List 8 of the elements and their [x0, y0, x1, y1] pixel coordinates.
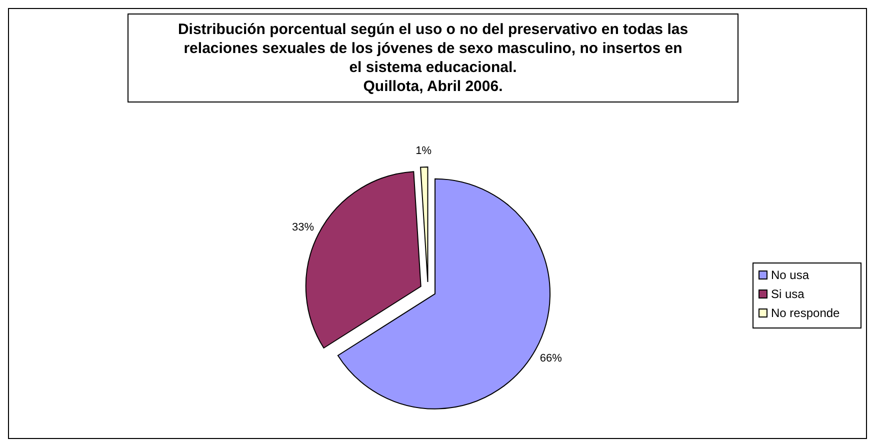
data-label: 33% — [292, 221, 314, 234]
legend-label: No usa — [771, 268, 810, 282]
data-label: 66% — [540, 352, 562, 365]
chart-subtitle: Quillota, Abril 2006. — [363, 78, 503, 95]
chart-title: Distribución porcentual según el uso o no del preservativo en todas las relaciones sexuales de los jóvenes de sexo masculino, no insertos en el sistema educacional. — [178, 21, 688, 76]
legend-label: No responde — [771, 306, 840, 320]
legend-label: Si usa — [771, 287, 805, 301]
data-label: 1% — [416, 144, 432, 157]
